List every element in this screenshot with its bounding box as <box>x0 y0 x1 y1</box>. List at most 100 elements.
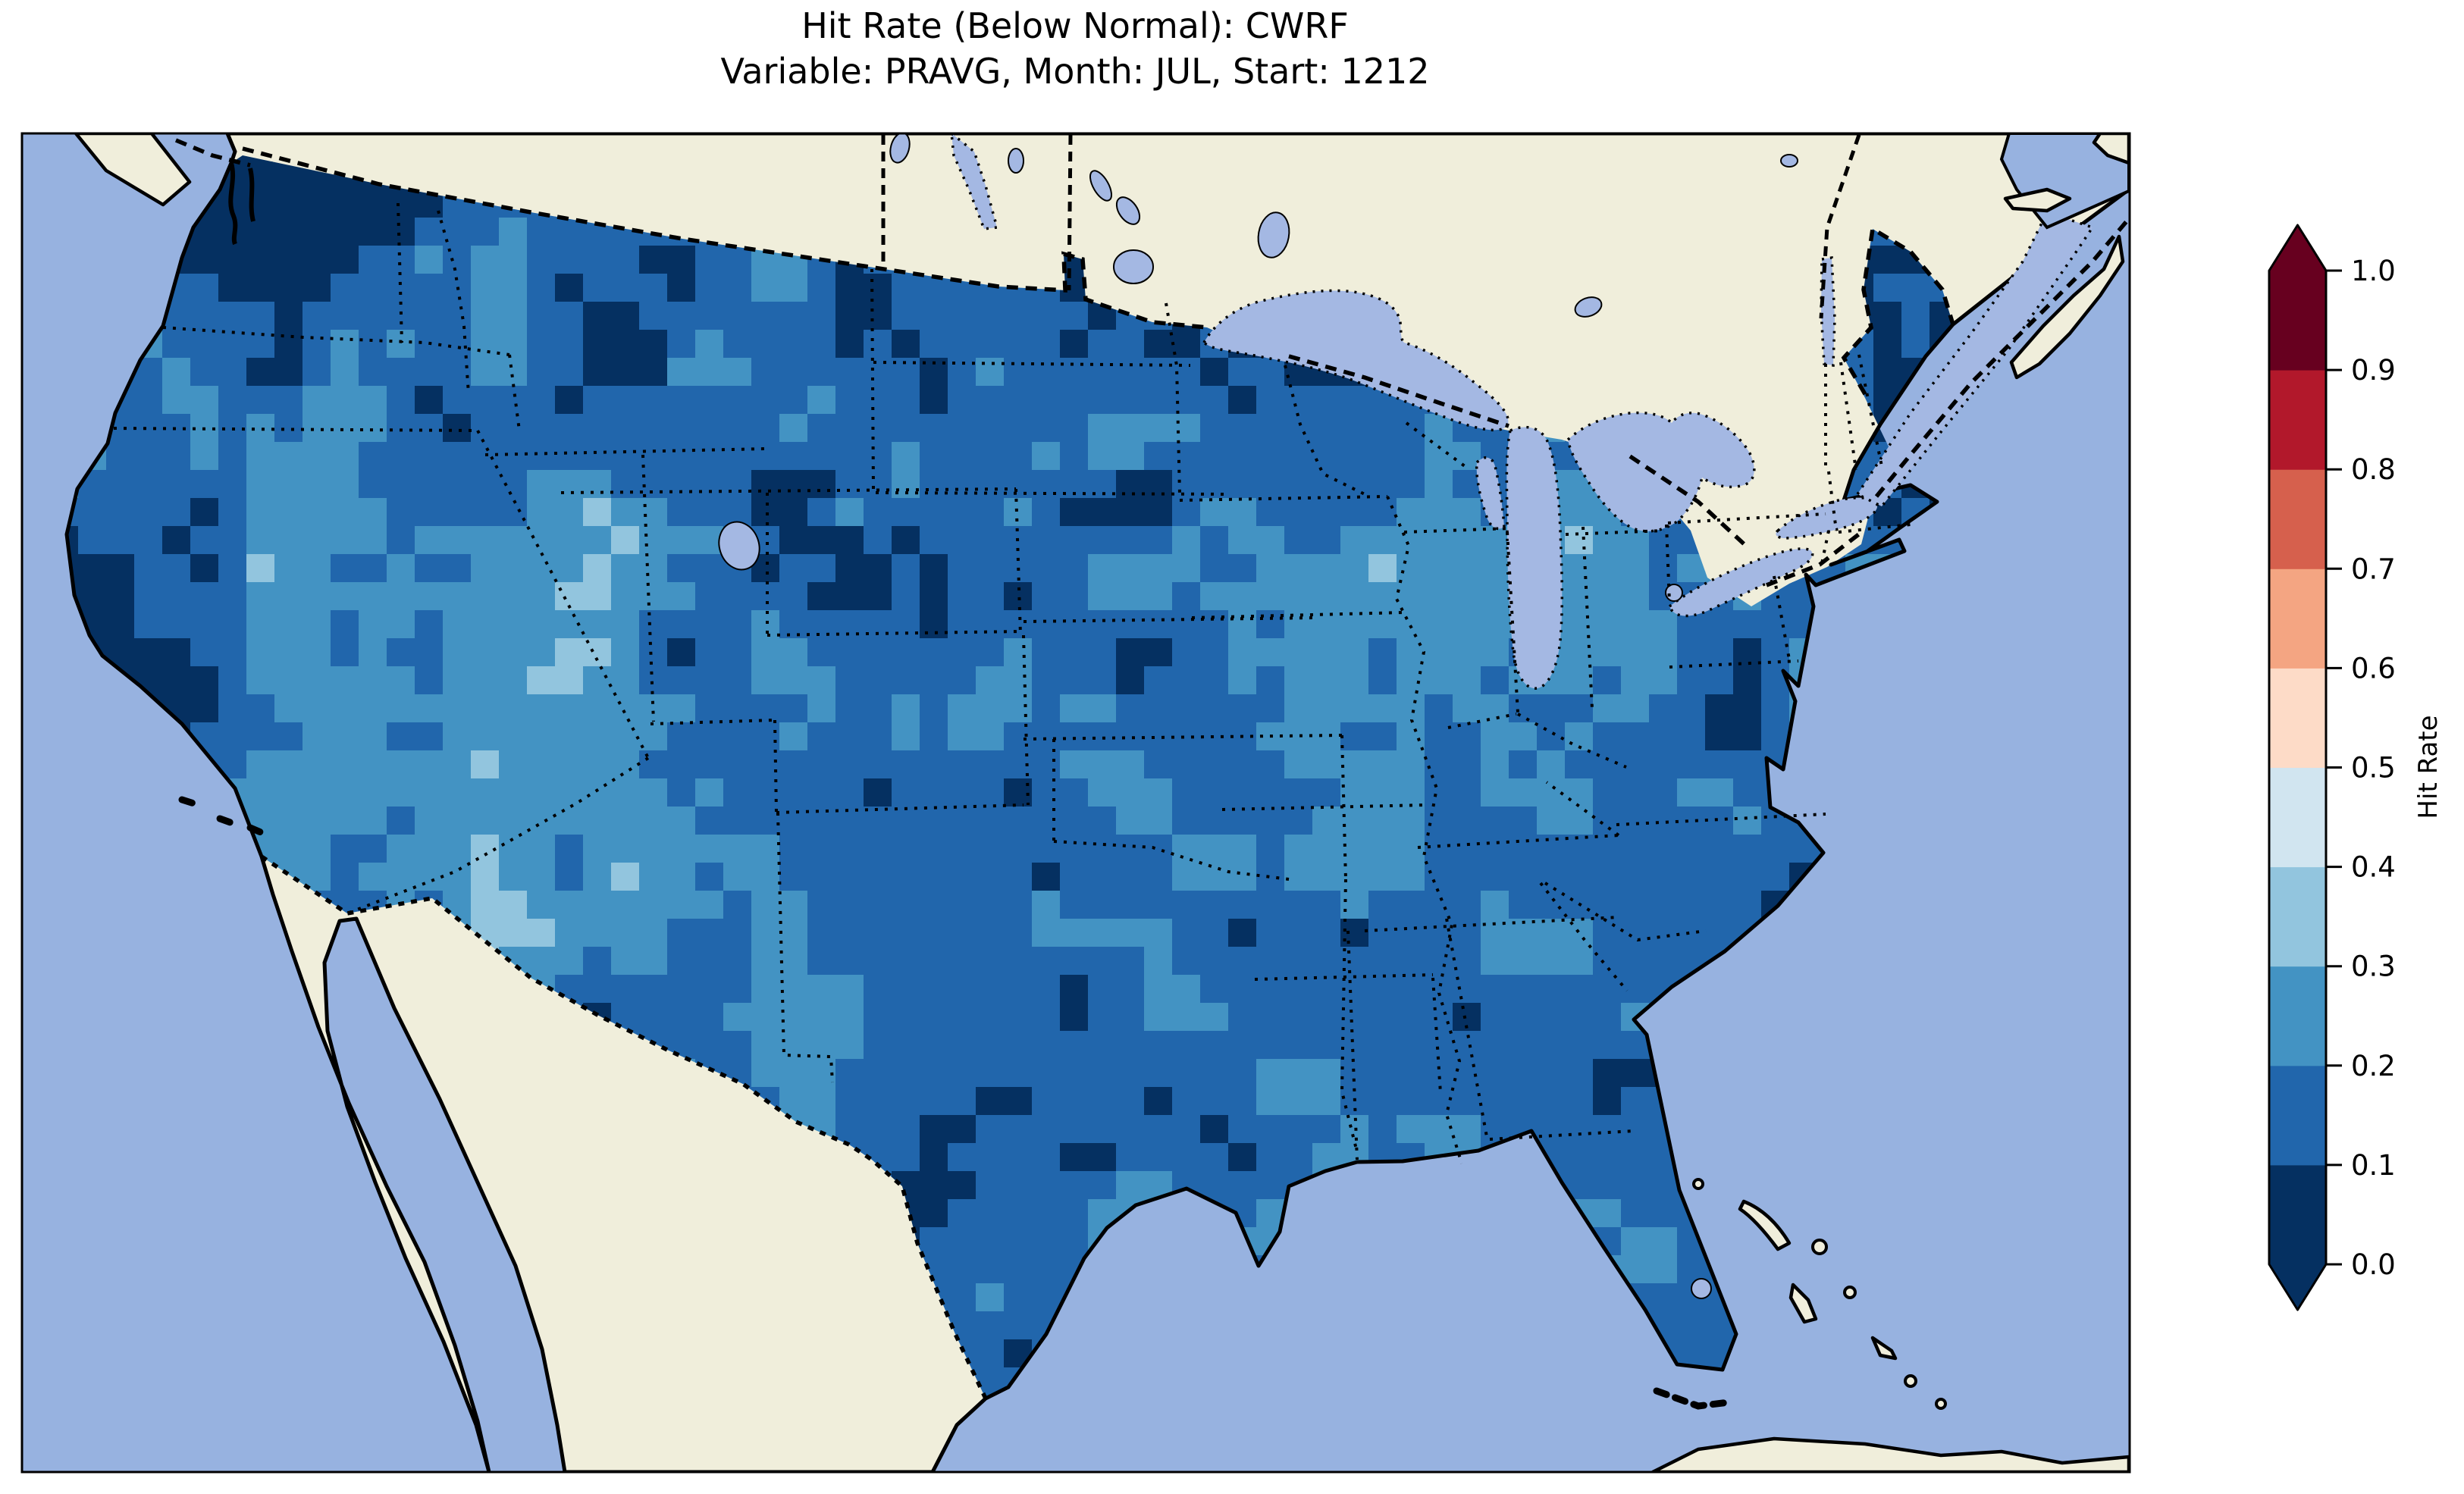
grid-cell <box>639 694 668 723</box>
grid-cell <box>1256 807 1285 835</box>
grid-cell <box>779 442 808 471</box>
grid-cell <box>807 358 836 387</box>
grid-cell <box>835 302 864 330</box>
grid-cell <box>639 470 668 499</box>
grid-cell <box>807 330 836 359</box>
grid-cell <box>1172 947 1201 976</box>
grid-cell <box>976 1059 1005 1088</box>
grid-cell <box>1032 582 1061 611</box>
grid-cell <box>246 554 275 583</box>
grid-cell <box>1144 835 1173 863</box>
grid-cell <box>1453 610 1481 639</box>
grid-cell <box>1144 975 1173 1004</box>
grid-cell <box>611 610 640 639</box>
grid-cell <box>1312 1003 1341 1032</box>
grid-cell <box>1284 807 1313 835</box>
grid-cell <box>723 330 752 359</box>
colorbar-tick-label: 0.2 <box>2351 1050 2396 1082</box>
state-border <box>1539 882 1629 992</box>
grid-cell <box>1032 1255 1061 1284</box>
grid-cell <box>1901 274 1930 302</box>
state-border <box>1517 713 1627 769</box>
grid-cell <box>751 638 780 667</box>
grid-cell <box>1116 1115 1145 1144</box>
grid-cell <box>1032 1283 1061 1312</box>
grid-cell <box>134 386 163 415</box>
grid-cell <box>1621 582 1650 611</box>
grid-cell <box>303 722 331 751</box>
grid-cell <box>1256 442 1285 471</box>
grid-cell <box>1312 666 1341 695</box>
grid-cell <box>976 694 1005 723</box>
grid-cell <box>1172 386 1201 415</box>
grid-cell <box>1649 891 1678 919</box>
grid-cell <box>1172 526 1201 555</box>
grid-cell <box>246 274 275 302</box>
grid-cell <box>639 778 668 807</box>
grid-cell <box>1761 694 1790 723</box>
grid-cell <box>723 835 752 863</box>
grid-cell <box>1116 750 1145 779</box>
grid-cell <box>976 638 1005 667</box>
grid-cell <box>779 358 808 387</box>
grid-cell <box>1565 863 1594 891</box>
grid-cell <box>1425 750 1453 779</box>
grid-cell <box>246 442 275 471</box>
canada-lake <box>889 133 911 164</box>
grid-cell <box>1088 386 1117 415</box>
grid-cell <box>779 554 808 583</box>
grid-cell <box>331 778 359 807</box>
grid-cell <box>555 554 584 583</box>
grid-cell <box>1425 778 1453 807</box>
grid-cell <box>1060 1115 1089 1144</box>
grid-cell <box>1733 891 1762 919</box>
grid-cell <box>779 638 808 667</box>
grid-cell <box>948 330 977 359</box>
grid-cell <box>751 666 780 695</box>
grid-cell <box>948 919 977 947</box>
grid-cell <box>303 442 331 471</box>
state-border <box>1820 530 1830 568</box>
grid-cell <box>1593 666 1622 695</box>
grid-cell <box>162 610 191 639</box>
grid-cell <box>1425 666 1453 695</box>
grid-cell <box>1593 1059 1622 1088</box>
grid-cell <box>695 919 724 947</box>
grid-cell <box>695 778 724 807</box>
grid-cell <box>387 638 415 667</box>
grid-cell <box>1368 666 1397 695</box>
grid-cell <box>1116 1087 1145 1116</box>
province-border <box>1819 134 1861 319</box>
grid-cell <box>415 666 444 695</box>
grid-cell <box>1032 330 1061 359</box>
grid-cell <box>218 694 247 723</box>
grid-cell <box>1200 498 1229 527</box>
grid-cell <box>499 246 528 274</box>
grid-cell <box>751 498 780 527</box>
grid-cell <box>1144 582 1173 611</box>
grid-cell <box>1481 778 1509 807</box>
grid-cell <box>695 975 724 1004</box>
grid-cell <box>274 554 303 583</box>
grid-cell <box>303 694 331 723</box>
grid-cell <box>359 358 387 387</box>
grid-cell <box>1060 891 1089 919</box>
grid-cell <box>1368 582 1397 611</box>
grid-cell <box>1705 750 1734 779</box>
grid-cell <box>246 414 275 443</box>
grid-cell <box>864 498 892 527</box>
grid-cell <box>218 666 247 695</box>
grid-cell <box>583 863 612 891</box>
grid-cell <box>807 1087 836 1116</box>
grid-cell <box>274 666 303 695</box>
grid-cell <box>1284 1087 1313 1116</box>
grid-cell <box>1425 610 1453 639</box>
grid-cell <box>1032 1115 1061 1144</box>
grid-cell <box>1368 722 1397 751</box>
grid-cell <box>920 1115 948 1144</box>
state-border <box>397 202 403 343</box>
grid-cell <box>443 638 472 667</box>
grid-cell <box>218 274 247 302</box>
grid-cell <box>1144 891 1173 919</box>
grid-cell <box>555 498 584 527</box>
